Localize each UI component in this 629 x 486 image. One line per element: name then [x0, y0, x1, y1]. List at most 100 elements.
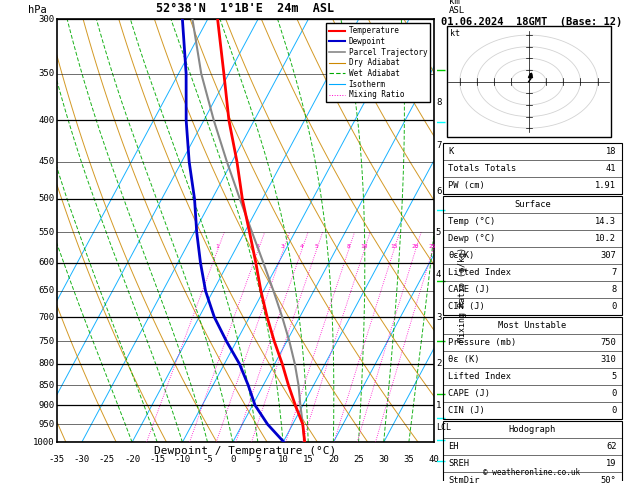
Text: 0: 0 [611, 389, 616, 398]
Text: -35: -35 [48, 455, 65, 464]
Text: 1000: 1000 [33, 438, 55, 447]
Text: StmDir: StmDir [448, 476, 480, 485]
Text: 700: 700 [38, 312, 55, 322]
Text: 307: 307 [601, 251, 616, 260]
Text: 50°: 50° [601, 476, 616, 485]
Text: Mixing Ratio (g/kg): Mixing Ratio (g/kg) [458, 247, 467, 342]
Text: 20: 20 [328, 455, 339, 464]
Bar [443, 143, 622, 193]
Text: Hodograph: Hodograph [509, 425, 556, 434]
Text: CAPE (J): CAPE (J) [448, 285, 491, 294]
Text: Lifted Index: Lifted Index [448, 372, 511, 381]
Text: 6: 6 [436, 187, 442, 196]
Text: 1: 1 [436, 401, 442, 410]
Text: CIN (J): CIN (J) [448, 302, 485, 311]
Text: hPa: hPa [28, 5, 47, 15]
Text: Dewp (°C): Dewp (°C) [448, 234, 496, 243]
Text: 35: 35 [403, 455, 415, 464]
Text: EH: EH [448, 442, 459, 451]
Text: -30: -30 [74, 455, 90, 464]
Text: PW (cm): PW (cm) [448, 181, 485, 190]
Text: Temp (°C): Temp (°C) [448, 217, 496, 226]
Text: 4: 4 [299, 244, 303, 249]
Text: 5: 5 [611, 372, 616, 381]
Text: 650: 650 [38, 286, 55, 295]
Text: 3: 3 [436, 312, 442, 322]
Text: 25: 25 [353, 455, 364, 464]
Text: 900: 900 [38, 401, 55, 410]
Text: 01.06.2024  18GMT  (Base: 12): 01.06.2024 18GMT (Base: 12) [441, 17, 622, 27]
Text: 550: 550 [38, 228, 55, 237]
Text: 14.3: 14.3 [596, 217, 616, 226]
Text: 750: 750 [601, 338, 616, 347]
X-axis label: Dewpoint / Temperature (°C): Dewpoint / Temperature (°C) [154, 447, 337, 456]
Text: 8: 8 [347, 244, 350, 249]
Text: θε(K): θε(K) [448, 251, 475, 260]
Text: 800: 800 [38, 359, 55, 368]
Text: 1.91: 1.91 [596, 181, 616, 190]
Text: 18: 18 [606, 147, 616, 156]
Text: 950: 950 [38, 420, 55, 429]
Text: 15: 15 [303, 455, 314, 464]
Text: 1: 1 [215, 244, 219, 249]
Text: 0: 0 [230, 455, 235, 464]
Text: Surface: Surface [514, 200, 551, 209]
Text: CAPE (J): CAPE (J) [448, 389, 491, 398]
Text: 10.2: 10.2 [596, 234, 616, 243]
Text: 2: 2 [256, 244, 260, 249]
Text: Lifted Index: Lifted Index [448, 268, 511, 277]
Text: 52°38'N  1°1B'E  24m  ASL: 52°38'N 1°1B'E 24m ASL [156, 2, 335, 15]
Text: -15: -15 [149, 455, 165, 464]
Text: 3: 3 [281, 244, 285, 249]
Text: 600: 600 [38, 259, 55, 267]
Text: 500: 500 [38, 194, 55, 203]
Text: 400: 400 [38, 116, 55, 125]
Text: 10: 10 [277, 455, 289, 464]
Text: km
ASL: km ASL [449, 0, 465, 15]
Text: LCL: LCL [436, 423, 451, 433]
Text: 850: 850 [38, 381, 55, 390]
Text: θε (K): θε (K) [448, 355, 480, 364]
Bar [447, 26, 611, 137]
Bar [443, 196, 622, 315]
Text: 8: 8 [611, 285, 616, 294]
Text: 41: 41 [606, 164, 616, 173]
Text: 5: 5 [436, 228, 442, 237]
Text: 10: 10 [360, 244, 368, 249]
Text: Totals Totals: Totals Totals [448, 164, 517, 173]
Text: 2: 2 [436, 359, 442, 368]
Text: 0: 0 [611, 406, 616, 415]
Text: Most Unstable: Most Unstable [498, 321, 567, 330]
Text: SREH: SREH [448, 459, 469, 468]
Text: 40: 40 [428, 455, 440, 464]
Text: 62: 62 [606, 442, 616, 451]
Text: 450: 450 [38, 157, 55, 166]
Text: 8: 8 [436, 98, 442, 107]
Text: 5: 5 [314, 244, 318, 249]
Text: 750: 750 [38, 337, 55, 346]
Text: -5: -5 [202, 455, 213, 464]
Text: 310: 310 [601, 355, 616, 364]
Text: 7: 7 [436, 141, 442, 150]
Text: 300: 300 [38, 15, 55, 24]
Text: © weatheronline.co.uk: © weatheronline.co.uk [483, 469, 580, 477]
Text: -10: -10 [174, 455, 191, 464]
Text: 20: 20 [411, 244, 419, 249]
Text: kt: kt [450, 29, 460, 37]
Text: CIN (J): CIN (J) [448, 406, 485, 415]
Legend: Temperature, Dewpoint, Parcel Trajectory, Dry Adiabat, Wet Adiabat, Isotherm, Mi: Temperature, Dewpoint, Parcel Trajectory… [326, 23, 430, 103]
Text: 4: 4 [436, 270, 442, 279]
Text: 30: 30 [378, 455, 389, 464]
Text: 19: 19 [606, 459, 616, 468]
Text: -20: -20 [124, 455, 140, 464]
Bar [443, 317, 622, 419]
Text: K: K [448, 147, 454, 156]
Text: 7: 7 [611, 268, 616, 277]
Text: 5: 5 [255, 455, 260, 464]
Text: 15: 15 [390, 244, 398, 249]
Text: 0: 0 [611, 302, 616, 311]
Text: 25: 25 [429, 244, 436, 249]
Text: Pressure (mb): Pressure (mb) [448, 338, 517, 347]
Text: -25: -25 [99, 455, 115, 464]
Bar [443, 421, 622, 486]
